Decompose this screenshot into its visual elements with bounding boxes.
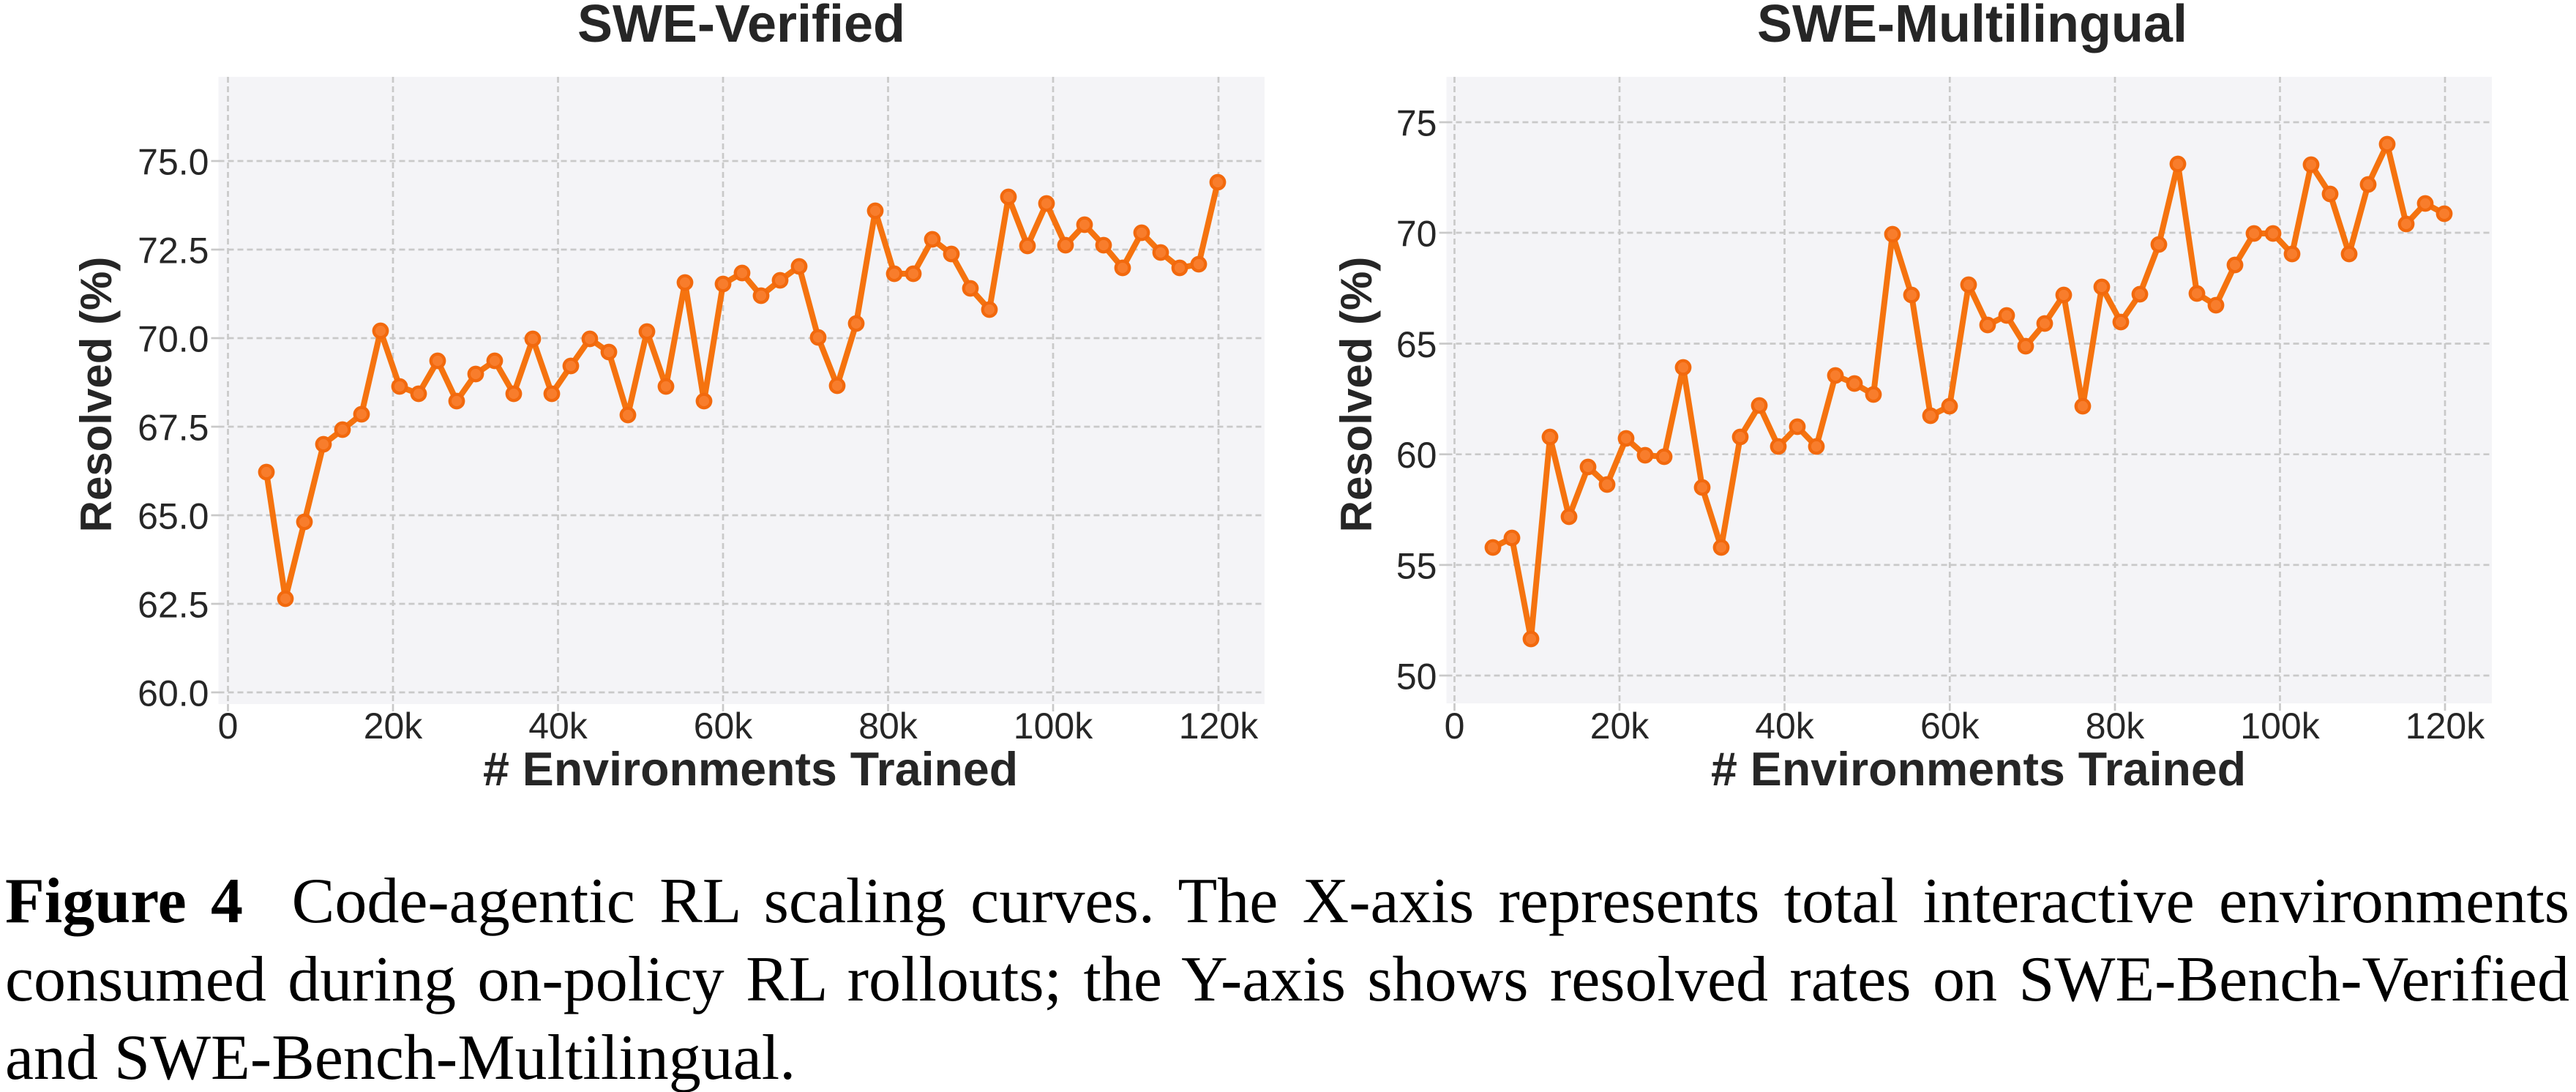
svg-text:62.5: 62.5 bbox=[138, 585, 209, 626]
svg-text:40k: 40k bbox=[1755, 706, 1815, 747]
svg-text:60k: 60k bbox=[1920, 706, 1980, 747]
svg-text:60k: 60k bbox=[694, 706, 754, 747]
svg-text:60: 60 bbox=[1396, 435, 1437, 476]
svg-text:75.0: 75.0 bbox=[138, 142, 209, 183]
svg-text:75: 75 bbox=[1396, 103, 1437, 144]
svg-text:72.5: 72.5 bbox=[138, 231, 209, 272]
svg-text:65.0: 65.0 bbox=[138, 496, 209, 537]
svg-text:Resolved (%): Resolved (%) bbox=[72, 257, 121, 533]
svg-text:Resolved (%): Resolved (%) bbox=[1332, 257, 1381, 533]
svg-text:120k: 120k bbox=[1179, 706, 1259, 747]
svg-text:50: 50 bbox=[1396, 657, 1437, 698]
svg-text:0: 0 bbox=[1445, 706, 1465, 747]
svg-text:60.0: 60.0 bbox=[138, 673, 209, 714]
svg-text:100k: 100k bbox=[1014, 706, 1093, 747]
svg-text:80k: 80k bbox=[2086, 706, 2146, 747]
svg-text:20k: 20k bbox=[1590, 706, 1650, 747]
svg-text:40k: 40k bbox=[528, 706, 588, 747]
svg-text:SWE-Verified: SWE-Verified bbox=[577, 0, 905, 53]
svg-text:80k: 80k bbox=[858, 706, 918, 747]
svg-text:# Environments Trained: # Environments Trained bbox=[483, 743, 1018, 796]
svg-text:65: 65 bbox=[1396, 324, 1437, 365]
svg-text:70: 70 bbox=[1396, 214, 1437, 255]
svg-text:SWE-Multilingual: SWE-Multilingual bbox=[1757, 0, 2187, 53]
svg-text:67.5: 67.5 bbox=[138, 408, 209, 449]
svg-text:55: 55 bbox=[1396, 545, 1437, 586]
svg-text:# Environments Trained: # Environments Trained bbox=[1711, 743, 2246, 796]
svg-text:100k: 100k bbox=[2240, 706, 2320, 747]
svg-text:0: 0 bbox=[218, 706, 239, 747]
svg-text:20k: 20k bbox=[364, 706, 424, 747]
svg-text:120k: 120k bbox=[2405, 706, 2485, 747]
svg-text:70.0: 70.0 bbox=[138, 319, 209, 360]
